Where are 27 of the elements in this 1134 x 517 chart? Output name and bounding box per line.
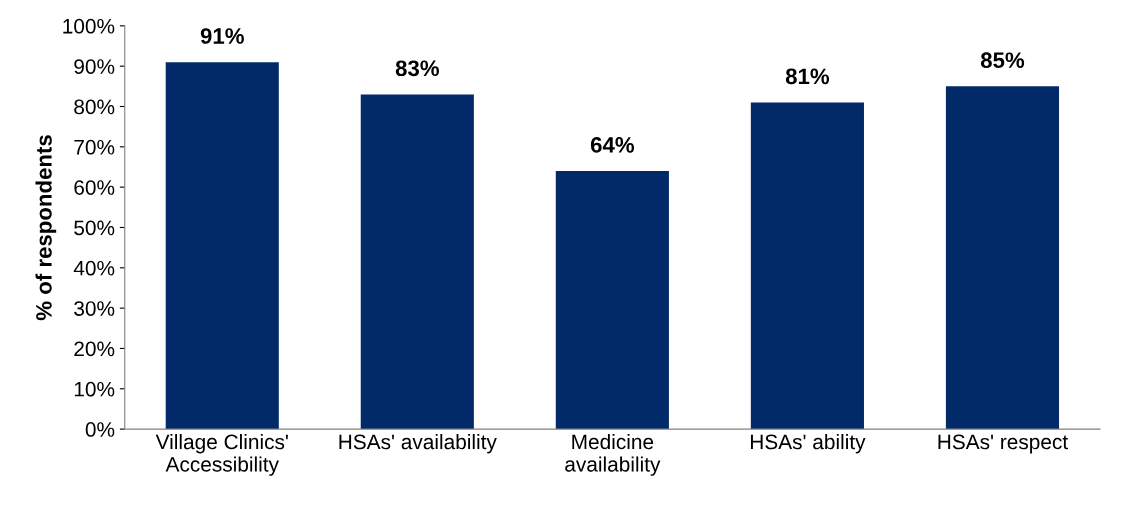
data-label: 91% bbox=[200, 28, 244, 44]
x-tick-label: HSAs' respect bbox=[938, 434, 1068, 454]
y-tick-label: 30% bbox=[74, 301, 115, 316]
y-tick-label: 60% bbox=[74, 180, 115, 195]
bar bbox=[360, 94, 474, 430]
y-axis-title: % of respondents bbox=[35, 135, 57, 321]
x-tick-label: Village Clinics' Accessibility bbox=[155, 433, 288, 476]
bar bbox=[555, 171, 669, 430]
y-tick-label: 50% bbox=[74, 220, 115, 236]
y-tick-label: 40% bbox=[73, 260, 115, 276]
data-label: 64% bbox=[590, 137, 635, 153]
y-tick-label: 20% bbox=[74, 341, 115, 357]
y-tick-label: 100% bbox=[63, 18, 115, 34]
y-tick-label: 0% bbox=[85, 422, 115, 437]
y-tick-label: 10% bbox=[74, 381, 115, 397]
bar bbox=[945, 86, 1060, 430]
data-label: 81% bbox=[785, 68, 830, 85]
y-tick-label: 70% bbox=[74, 139, 115, 155]
data-label: 85% bbox=[980, 52, 1025, 69]
x-tick-label: Medicine availability bbox=[565, 433, 661, 476]
x-tick-label: HSAs' ability bbox=[750, 433, 866, 454]
y-tick-label: 80% bbox=[74, 99, 115, 115]
bar bbox=[750, 102, 864, 430]
x-tick-label: HSAs' availability bbox=[339, 433, 497, 454]
y-tick-label: 90% bbox=[74, 59, 115, 74]
data-label: 83% bbox=[395, 60, 439, 77]
bar bbox=[165, 62, 279, 430]
